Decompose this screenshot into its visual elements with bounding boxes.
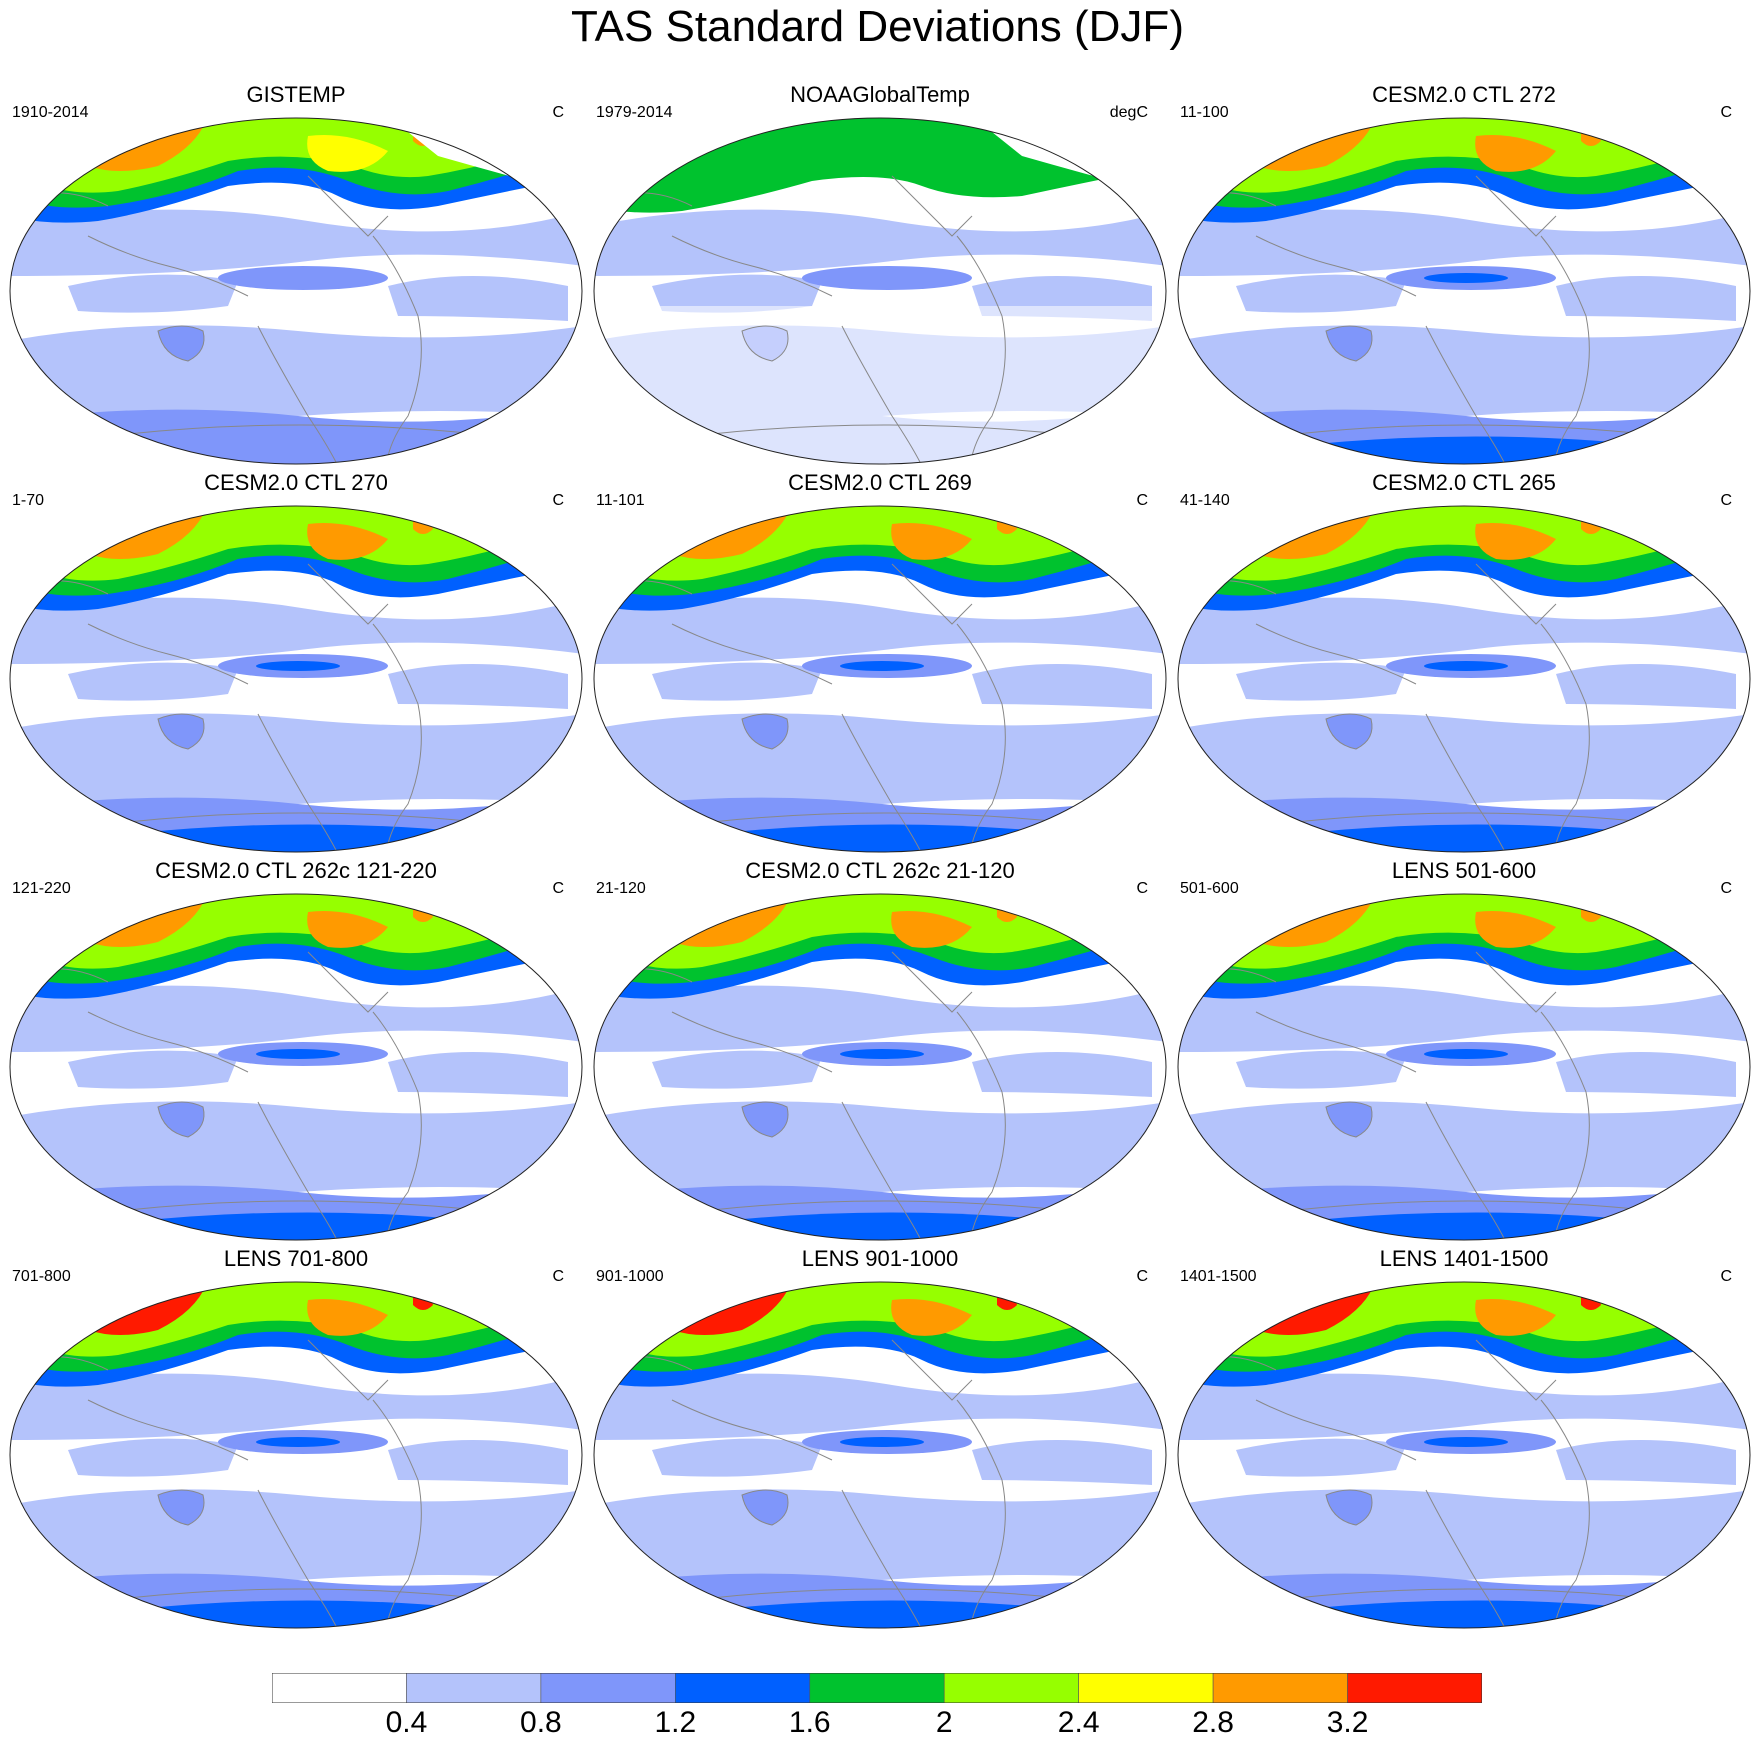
map-boundary (1177, 1281, 1751, 1629)
map-boundary (9, 505, 583, 853)
colorbar-swatch (1347, 1673, 1482, 1703)
map-panel: CESM2.0 CTL 262c 21-120 21-120 C (588, 858, 1172, 1248)
panel-units-label: C (1720, 492, 1732, 509)
map-boundary (9, 893, 583, 1241)
colorbar-swatch (540, 1673, 676, 1703)
panel-period-label: 1910-2014 (12, 104, 89, 121)
colorbar-tick-label: 2.8 (1192, 1706, 1234, 1739)
map-boundary (593, 505, 1167, 853)
colorbar (272, 1673, 1482, 1703)
colorbar-tick-label: 3.2 (1326, 1706, 1369, 1739)
map-panel: LENS 901-1000 901-1000 C (588, 1246, 1172, 1636)
panel-units-label: C (552, 880, 564, 897)
map-boundary (593, 893, 1167, 1241)
panel-title: LENS 901-1000 (801, 1246, 959, 1271)
colorbar-tick-label: 0.8 (520, 1706, 562, 1739)
panel-period-label: 11-101 (596, 492, 645, 509)
map-panel: CESM2.0 CTL 262c 121-220 121-220 C (4, 858, 588, 1248)
map-panel: NOAAGlobalTemp 1979-2014 degC (588, 82, 1172, 472)
panel-title: CESM2.0 CTL 262c 121-220 (155, 858, 437, 883)
world-map (593, 505, 1167, 853)
colorbar-swatch (272, 1673, 407, 1703)
map-boundary (593, 1281, 1167, 1629)
map-panel: CESM2.0 CTL 270 1-70 C (4, 470, 588, 860)
panel-title: LENS 501-600 (1391, 858, 1537, 883)
panel-units-label: C (1720, 880, 1732, 897)
colorbar-swatch (675, 1673, 811, 1703)
colorbar-swatch (809, 1673, 945, 1703)
panel-title: CESM2.0 CTL 265 (1372, 470, 1556, 495)
map-panel: LENS 1401-1500 1401-1500 C (1172, 1246, 1755, 1636)
map-panel: CESM2.0 CTL 269 11-101 C (588, 470, 1172, 860)
world-map (1177, 505, 1751, 853)
map-boundary (1177, 893, 1751, 1241)
panel-title: LENS 1401-1500 (1379, 1246, 1549, 1271)
panel-units-label: C (1720, 1268, 1732, 1285)
panel-period-label: 901-1000 (596, 1268, 664, 1285)
panel-period-label: 701-800 (12, 1268, 71, 1285)
world-map (1177, 893, 1751, 1241)
panel-title: NOAAGlobalTemp (790, 82, 970, 107)
panel-period-label: 1979-2014 (596, 104, 673, 121)
panel-period-label: 1-70 (12, 492, 45, 509)
map-panel: CESM2.0 CTL 272 11-100 C (1172, 82, 1755, 472)
world-map (593, 893, 1167, 1241)
world-map (9, 1281, 583, 1629)
world-map (1177, 117, 1751, 465)
panel-units-label: C (1720, 104, 1732, 121)
panel-period-label: 11-100 (1180, 104, 1229, 121)
world-map (593, 117, 1167, 465)
panel-period-label: 41-140 (1180, 492, 1230, 509)
panel-period-label: 21-120 (596, 880, 646, 897)
map-boundary (593, 117, 1167, 465)
panel-title: CESM2.0 CTL 269 (788, 470, 972, 495)
panel-title: CESM2.0 CTL 270 (204, 470, 388, 495)
map-boundary (1177, 117, 1751, 465)
map-boundary (9, 117, 583, 465)
colorbar-tick-label: 2 (935, 1706, 953, 1739)
colorbar-swatch (943, 1673, 1079, 1703)
panel-units-label: C (1136, 492, 1148, 509)
panel-period-label: 1401-1500 (1180, 1268, 1257, 1285)
map-panel: GISTEMP 1910-2014 C (4, 82, 588, 472)
map-boundary (1177, 505, 1751, 853)
panel-title: CESM2.0 CTL 272 (1372, 82, 1556, 107)
colorbar-swatch (1078, 1673, 1214, 1703)
world-map (9, 505, 583, 853)
world-map (1177, 1281, 1751, 1629)
panel-units-label: degC (1109, 104, 1148, 121)
panel-title: LENS 701-800 (223, 1246, 369, 1271)
panel-units-label: C (552, 1268, 564, 1285)
world-map (593, 1281, 1167, 1629)
colorbar-tick-label: 0.4 (385, 1706, 428, 1739)
panel-units-label: C (1136, 880, 1148, 897)
world-map (9, 117, 583, 465)
map-panel: LENS 701-800 701-800 C (4, 1246, 588, 1636)
panel-units-label: C (552, 104, 564, 121)
colorbar-swatch (1212, 1673, 1348, 1703)
colorbar-tick-label: 1.6 (788, 1706, 831, 1739)
panel-title: GISTEMP (246, 82, 346, 107)
panel-units-label: C (1136, 1268, 1148, 1285)
colorbar-tick-label: 1.2 (654, 1706, 697, 1739)
map-panel: LENS 501-600 501-600 C (1172, 858, 1755, 1248)
world-map (9, 893, 583, 1241)
figure-title: TAS Standard Deviations (DJF) (571, 2, 1184, 51)
map-boundary (9, 1281, 583, 1629)
panel-units-label: C (552, 492, 564, 509)
map-panel: CESM2.0 CTL 265 41-140 C (1172, 470, 1755, 860)
panel-title: CESM2.0 CTL 262c 21-120 (745, 858, 1015, 883)
panel-period-label: 121-220 (12, 880, 71, 897)
colorbar-tick-label: 2.4 (1057, 1706, 1100, 1739)
colorbar-swatch (406, 1673, 542, 1703)
panel-period-label: 501-600 (1180, 880, 1239, 897)
